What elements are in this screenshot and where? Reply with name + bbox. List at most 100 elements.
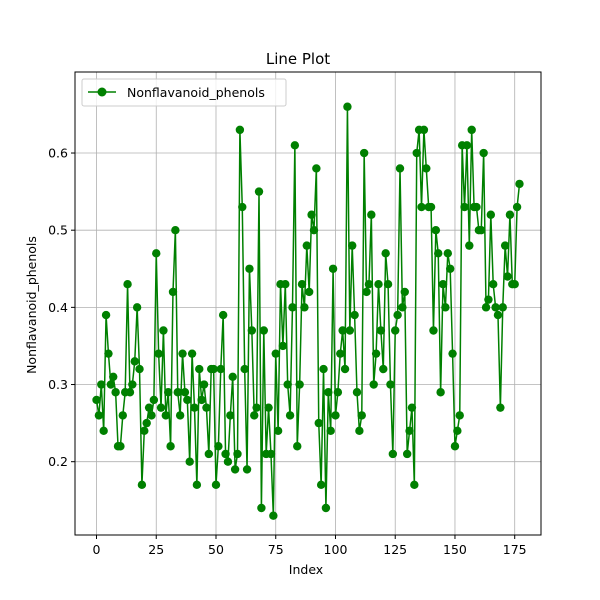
data-point xyxy=(111,388,120,397)
data-point xyxy=(359,148,369,158)
x-tick-label: 0 xyxy=(93,542,101,557)
data-point xyxy=(383,280,393,289)
data-point xyxy=(199,380,209,389)
data-point xyxy=(140,426,149,436)
data-point xyxy=(142,418,151,428)
data-point xyxy=(147,411,156,420)
data-point xyxy=(99,426,108,436)
data-point xyxy=(369,380,378,389)
data-point xyxy=(434,249,443,258)
data-point xyxy=(426,202,436,212)
data-point xyxy=(238,202,247,212)
data-point xyxy=(283,380,292,389)
data-point xyxy=(149,395,159,405)
data-point xyxy=(479,148,488,158)
data-point xyxy=(156,403,166,412)
x-tick-label: 50 xyxy=(208,542,224,557)
data-point xyxy=(388,449,398,459)
data-point xyxy=(348,241,357,250)
data-point xyxy=(376,326,386,335)
data-point xyxy=(235,125,245,135)
data-point xyxy=(209,364,218,374)
data-point xyxy=(357,411,366,420)
data-point xyxy=(159,326,168,335)
data-point xyxy=(371,349,381,358)
data-point xyxy=(362,287,371,297)
y-axis-label: Nonflavanoid_phenols xyxy=(24,236,39,374)
data-point xyxy=(154,349,163,358)
chart-title: Line Plot xyxy=(266,50,330,68)
data-point xyxy=(328,264,338,273)
x-tick-label: 125 xyxy=(383,542,407,557)
data-point xyxy=(340,364,350,374)
data-point xyxy=(223,457,233,466)
data-point xyxy=(350,310,359,320)
data-point xyxy=(271,349,280,358)
data-point xyxy=(281,280,290,289)
data-point xyxy=(343,102,352,111)
x-tick-label: 100 xyxy=(324,542,348,557)
data-point xyxy=(367,210,376,219)
data-point xyxy=(128,380,137,389)
data-point xyxy=(240,364,249,374)
data-point xyxy=(295,380,304,389)
data-point xyxy=(233,449,242,459)
data-point xyxy=(254,187,264,196)
data-point xyxy=(137,480,147,490)
data-point xyxy=(443,249,452,258)
data-point xyxy=(436,388,445,397)
legend-marker xyxy=(97,87,107,97)
y-tick-label: 0.4 xyxy=(48,300,68,315)
data-point xyxy=(450,442,460,451)
data-point xyxy=(410,480,419,490)
data-point xyxy=(438,280,448,289)
data-point xyxy=(228,372,237,382)
data-point xyxy=(288,303,297,312)
data-point xyxy=(500,241,510,250)
data-point xyxy=(448,349,457,358)
data-point xyxy=(412,148,421,158)
data-point xyxy=(101,310,111,320)
data-point xyxy=(481,303,491,312)
x-tick-label: 75 xyxy=(268,542,284,557)
data-point xyxy=(381,249,390,258)
data-point xyxy=(319,364,328,374)
data-point xyxy=(125,388,135,397)
data-point xyxy=(252,403,261,412)
data-point xyxy=(226,411,235,420)
data-point xyxy=(242,465,252,474)
data-point xyxy=(144,403,154,412)
data-point xyxy=(505,210,515,219)
data-point xyxy=(391,326,400,335)
data-point xyxy=(290,141,300,150)
data-point xyxy=(183,395,192,405)
data-point xyxy=(355,426,364,436)
data-point xyxy=(326,426,335,436)
x-tick-label: 175 xyxy=(503,542,527,557)
data-point xyxy=(214,442,223,451)
data-point xyxy=(211,480,221,490)
data-point xyxy=(173,388,182,397)
data-point xyxy=(104,349,113,358)
data-point xyxy=(106,380,116,389)
data-point xyxy=(216,364,225,374)
data-point xyxy=(496,403,505,412)
data-point xyxy=(92,395,101,405)
data-point xyxy=(132,303,142,312)
data-point xyxy=(393,310,402,320)
data-point xyxy=(285,411,295,420)
data-point xyxy=(164,388,173,397)
data-point xyxy=(407,403,417,412)
y-axis: 0.2 0.3 0.4 0.5 0.6 xyxy=(48,146,75,469)
data-point xyxy=(135,364,144,374)
data-point xyxy=(202,403,211,412)
data-point xyxy=(197,395,206,405)
data-point xyxy=(166,442,175,451)
data-point xyxy=(491,303,500,312)
data-point xyxy=(493,310,503,320)
data-point xyxy=(264,403,273,412)
data-point xyxy=(273,426,283,436)
data-point xyxy=(123,280,132,289)
data-point xyxy=(374,280,383,289)
